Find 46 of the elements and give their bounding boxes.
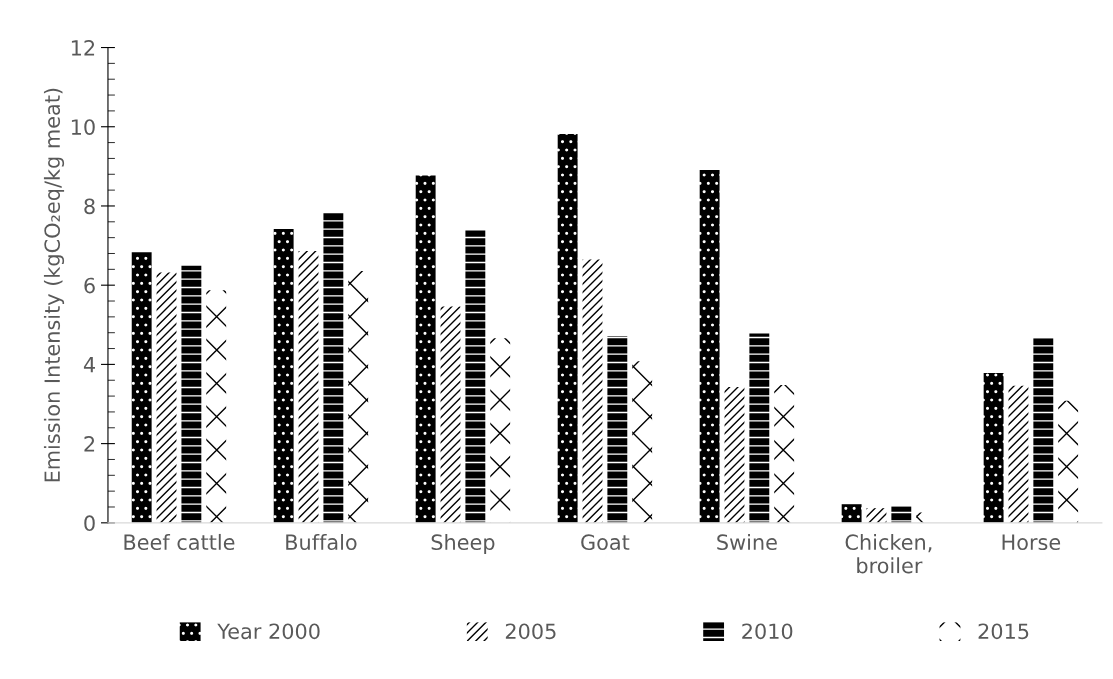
- bar: [465, 230, 486, 523]
- bar: [774, 384, 795, 523]
- bar: [131, 252, 152, 523]
- bar: [156, 272, 177, 523]
- bar: [607, 336, 628, 523]
- x-tick-label: Goat: [581, 534, 630, 551]
- bar: [323, 212, 344, 523]
- bar: [557, 133, 578, 523]
- bar: [440, 306, 461, 523]
- bar: [1008, 385, 1029, 523]
- x-tick-label: Swine: [717, 533, 777, 551]
- legend-label: 2015: [978, 623, 1029, 640]
- x-tick-label: Chicken, broiler: [845, 533, 932, 574]
- y-tick-label: 4: [83, 357, 95, 373]
- y-axis-title: Emission Intensity (kgCO₂eq/kg meat): [43, 88, 65, 482]
- bar: [866, 508, 887, 523]
- y-tick-label: 8: [84, 198, 95, 215]
- x-tick-label: Buffalo: [286, 533, 357, 551]
- bar: [699, 169, 720, 523]
- bar: [749, 333, 770, 523]
- bar: [206, 290, 227, 523]
- bar: [1033, 338, 1054, 523]
- bar: [983, 373, 1004, 523]
- legend-label: Year 2000: [217, 623, 320, 640]
- bar: [724, 386, 745, 523]
- y-tick-label: 2: [84, 436, 95, 452]
- legend-label: 2005: [505, 623, 556, 640]
- legend-label: 2010: [742, 623, 793, 640]
- x-tick-label: Horse: [1002, 534, 1061, 551]
- y-tick-label: 10: [71, 119, 95, 135]
- y-tick-label: 0: [84, 515, 95, 532]
- x-tick-label: Beef cattle: [124, 533, 235, 551]
- bar: [582, 259, 603, 523]
- bar: [348, 270, 369, 523]
- bar: [298, 251, 319, 523]
- y-tick-label: 6: [84, 277, 95, 294]
- bar: [273, 228, 294, 523]
- bar: [415, 175, 436, 523]
- bar: [490, 338, 511, 523]
- bar: [841, 504, 862, 523]
- bar: [181, 265, 202, 523]
- bar: [632, 361, 653, 523]
- bar: [1058, 400, 1079, 523]
- y-tick-label: 12: [71, 39, 95, 56]
- x-tick-label: Sheep: [431, 533, 495, 555]
- bar: [891, 506, 912, 523]
